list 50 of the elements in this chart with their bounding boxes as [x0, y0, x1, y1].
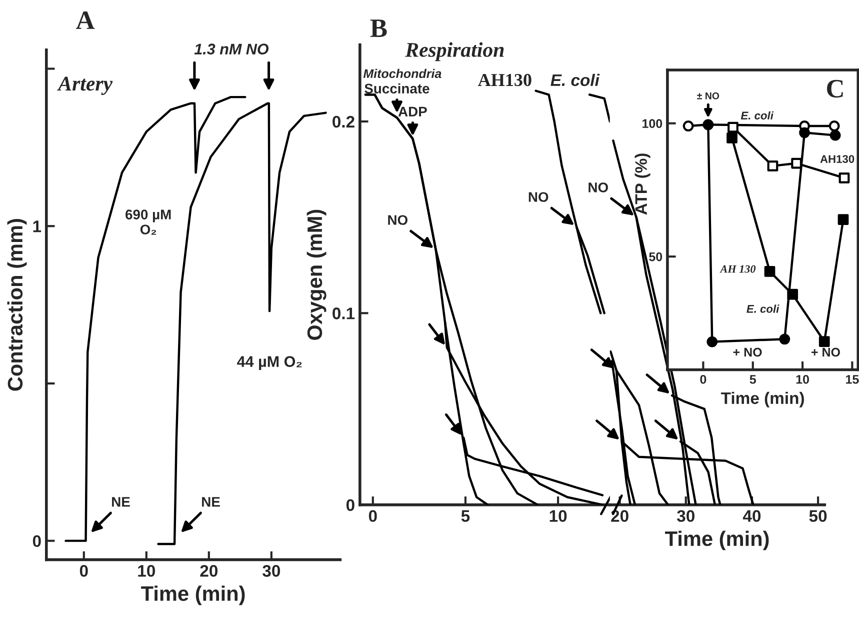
- x-tick-label: 50: [809, 510, 827, 522]
- annotation: E. coli: [746, 304, 780, 313]
- annotation: + NO: [811, 348, 840, 357]
- x-tick-label: 15: [846, 375, 859, 384]
- annotation: Succinate: [364, 83, 430, 94]
- x-axis-title: Time (min): [720, 392, 804, 408]
- annotation: ADP: [398, 106, 427, 116]
- annotation: AH130: [478, 74, 532, 86]
- annotation: 1.3 nM NO: [194, 44, 269, 54]
- x-tick-label: 20: [200, 565, 218, 577]
- x-tick-label: 10: [138, 565, 155, 577]
- annotation: AH 130: [720, 265, 756, 273]
- x-tick-label: 30: [262, 565, 280, 577]
- x-tick-label: 0: [80, 565, 88, 577]
- annotation: NO: [388, 215, 408, 225]
- annotation: E. coli: [550, 74, 600, 86]
- y-tick-label: 0.1: [332, 308, 355, 320]
- annotation: ± NO: [697, 92, 720, 100]
- annotation: 690 µM O₂: [126, 210, 171, 235]
- x-axis-title: Time (min): [141, 586, 245, 606]
- annotation: NE: [202, 497, 220, 507]
- chart-title: A: [76, 12, 95, 29]
- x-tick-label: 0: [368, 510, 377, 522]
- annotation: NE: [112, 497, 130, 507]
- y-axis-title: Oxygen (mM): [306, 210, 326, 340]
- chart-title: B: [370, 20, 387, 37]
- x-tick-label: 30: [676, 510, 694, 522]
- x-tick-label: 10: [550, 510, 567, 522]
- x-tick-label: 0: [700, 374, 706, 384]
- y-tick-label: 100: [642, 119, 662, 128]
- annotation: Respiration: [405, 42, 504, 62]
- annotation: Artery: [57, 76, 113, 95]
- y-tick-label: 0.2: [332, 116, 354, 128]
- y-axis-title: ATP (%): [634, 154, 650, 215]
- y-axis-title: Contraction (mm): [7, 219, 27, 391]
- annotation: 44 µM O₂: [237, 356, 302, 370]
- annotation: E. coli: [740, 111, 774, 120]
- x-tick-label: 5: [461, 510, 470, 522]
- y-tick-label: 1: [33, 220, 42, 232]
- y-tick-label: 0: [346, 499, 354, 512]
- annotation: Mitochondria: [363, 68, 442, 78]
- x-tick-label: 5: [750, 375, 756, 384]
- x-tick-label: 10: [796, 374, 809, 384]
- x-axis-title: Time (min): [665, 530, 769, 550]
- annotation: AH130: [820, 155, 854, 163]
- annotation: NO: [528, 192, 548, 202]
- chart-title: C: [827, 80, 843, 98]
- x-tick-label: 40: [742, 510, 761, 522]
- annotation: + NO: [733, 348, 762, 357]
- annotation: NO: [588, 182, 608, 192]
